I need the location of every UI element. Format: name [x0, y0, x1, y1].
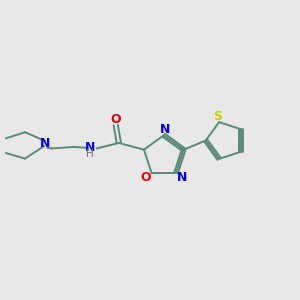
Text: N: N — [176, 171, 187, 184]
Text: S: S — [213, 110, 222, 123]
Text: O: O — [141, 171, 151, 184]
Text: N: N — [160, 123, 170, 136]
Text: H: H — [86, 149, 94, 159]
Text: N: N — [40, 137, 50, 150]
Text: O: O — [110, 113, 121, 126]
Text: N: N — [85, 141, 95, 154]
